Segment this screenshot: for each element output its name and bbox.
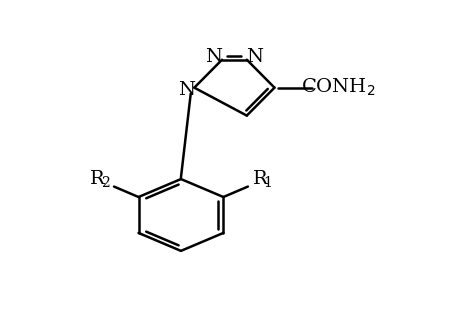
Text: N: N: [246, 48, 263, 66]
Text: CONH$_2$: CONH$_2$: [300, 77, 375, 98]
Text: R: R: [253, 170, 268, 188]
Text: R: R: [89, 170, 104, 188]
Text: N: N: [206, 48, 222, 66]
Text: 1: 1: [263, 176, 272, 190]
Text: N: N: [178, 81, 195, 99]
Text: 2: 2: [101, 176, 110, 190]
